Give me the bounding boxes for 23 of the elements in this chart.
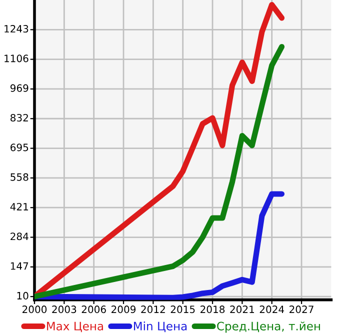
y-tick-label: 969 (10, 84, 28, 92)
x-tick-label: 2000 (22, 306, 47, 314)
x-tick-label: 2006 (82, 306, 106, 314)
legend-label: Max Цена (47, 322, 103, 332)
x-tick-label: 2009 (112, 306, 136, 314)
y-tick-label: 1243 (4, 24, 28, 33)
y-tick-label: 10 (17, 292, 28, 300)
x-tick-label: 2003 (52, 306, 76, 314)
x-tick-label: 2012 (141, 306, 165, 314)
y-tick-label: 284 (10, 232, 28, 240)
x-tick-label: 2015 (170, 306, 195, 314)
y-tick-label: 421 (10, 202, 28, 210)
y-tick-label: 558 (10, 173, 28, 181)
y-tick-label: 832 (10, 114, 28, 122)
y-tick-label: 1106 (4, 54, 28, 62)
x-tick-label: 2021 (230, 306, 254, 314)
legend-label: Сред.Цена, т.йен (217, 322, 320, 333)
x-tick-label: 2018 (200, 306, 225, 314)
x-tick-label: 2027 (290, 306, 314, 314)
legend-label: Min Цена (134, 322, 187, 332)
y-tick-label: 147 (10, 262, 28, 270)
y-tick-label: 695 (10, 144, 28, 152)
x-tick-label: 2024 (260, 306, 284, 314)
